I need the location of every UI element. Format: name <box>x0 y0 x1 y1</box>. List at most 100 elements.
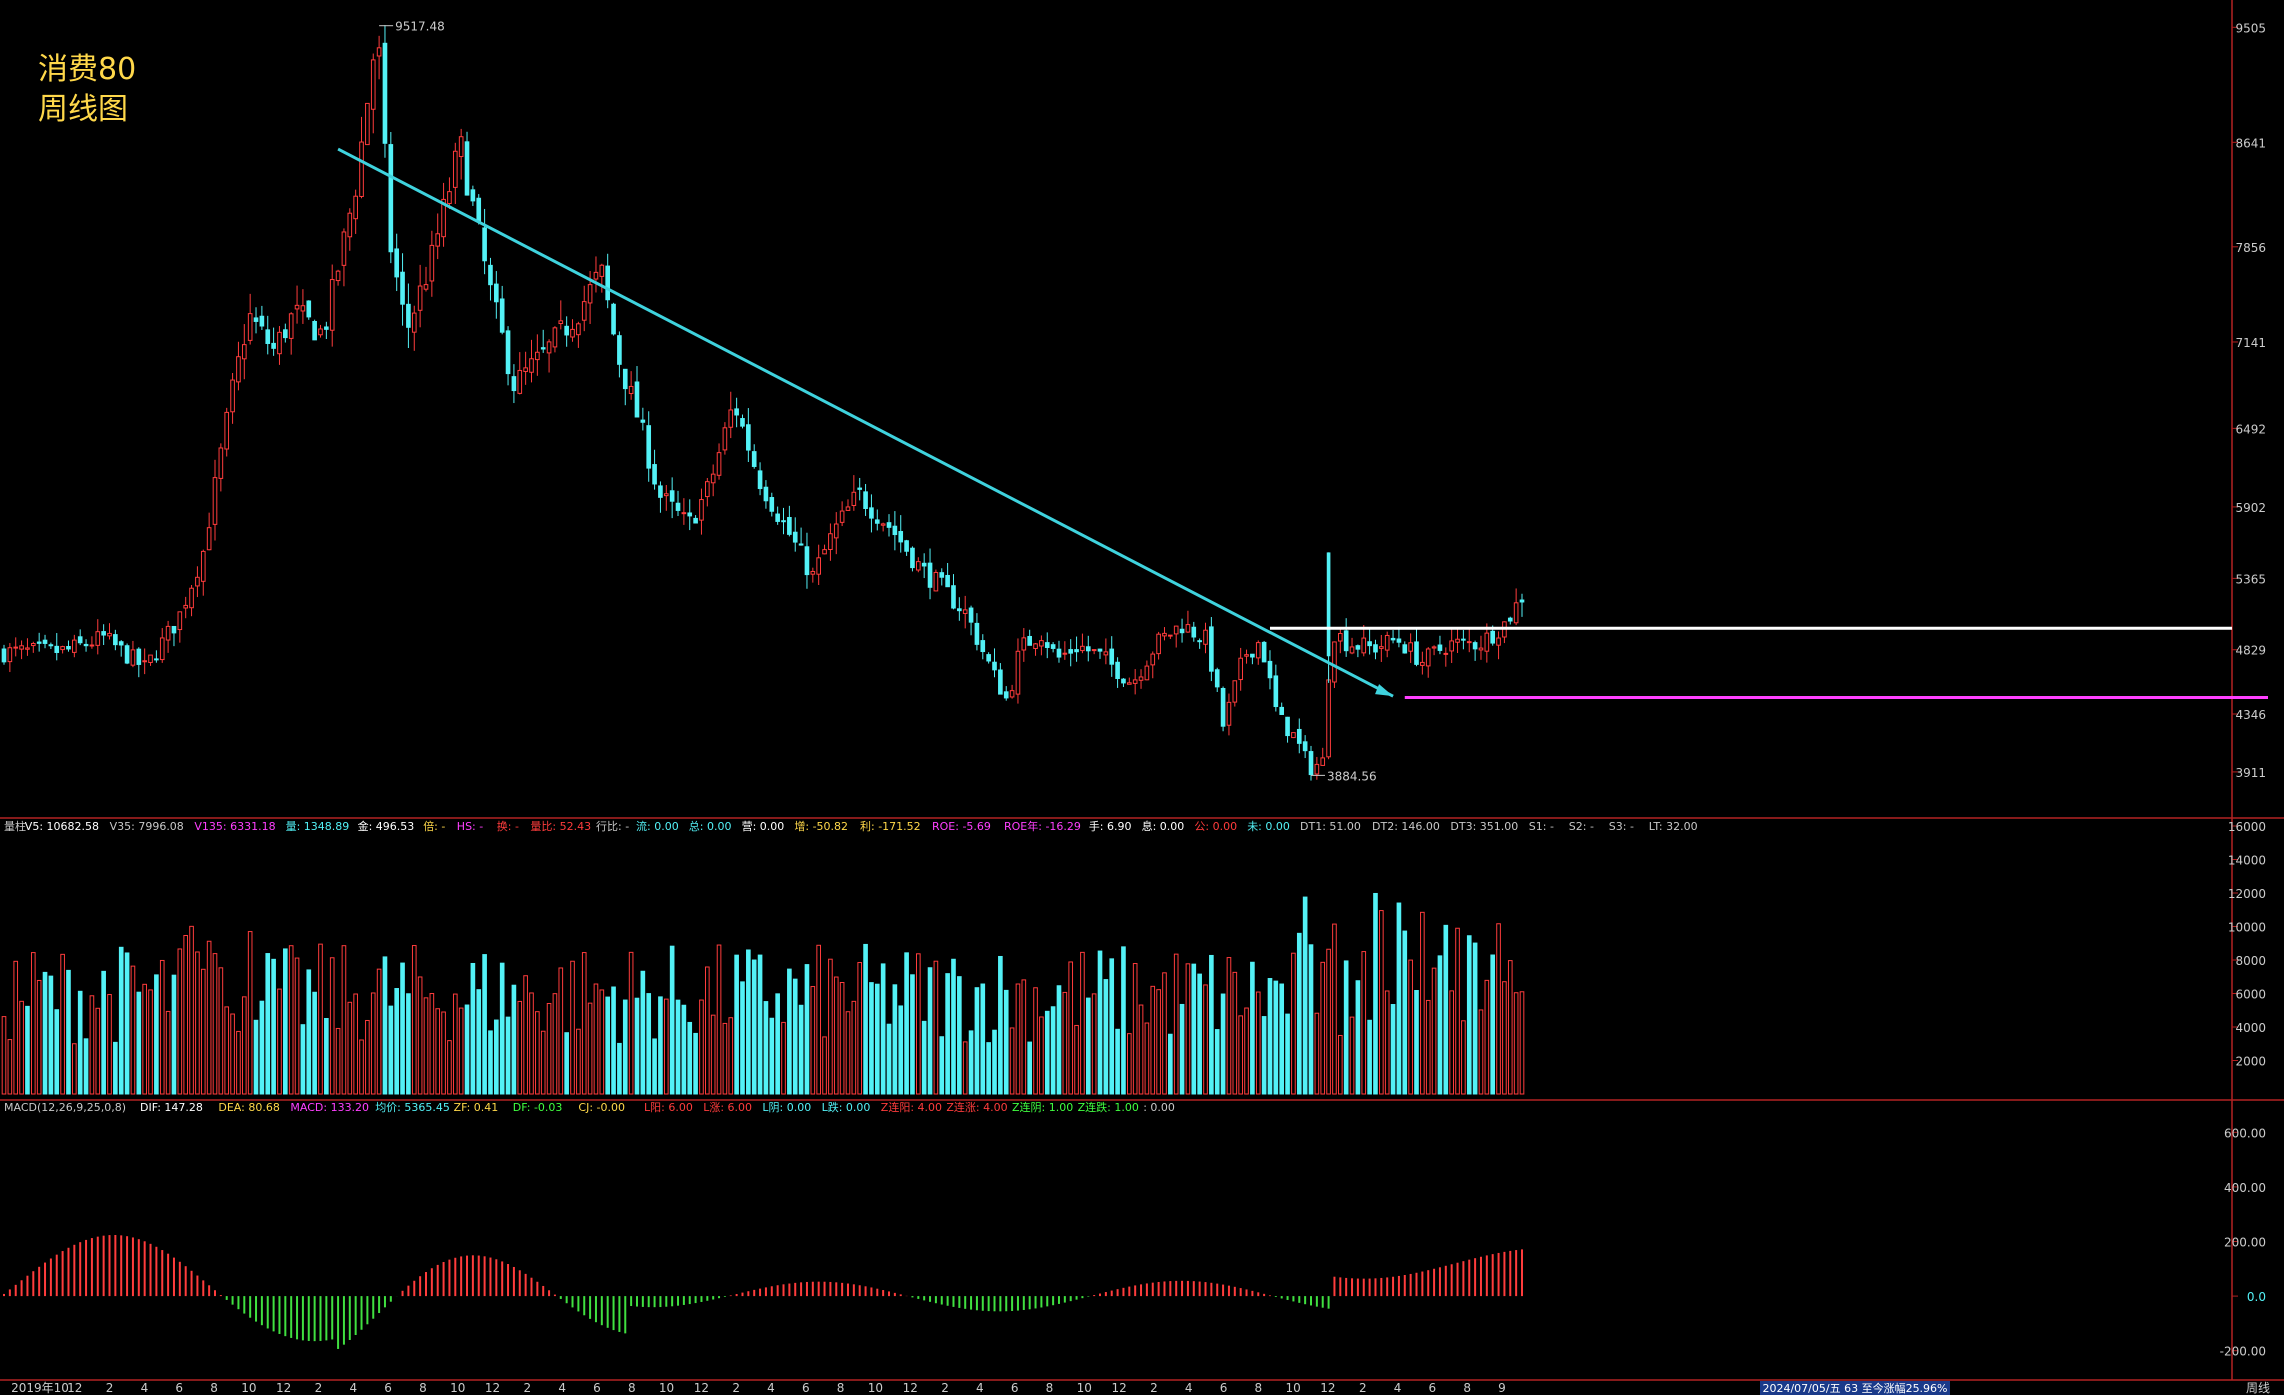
x-tick-label: 8 <box>1255 1381 1263 1395</box>
macd-bar <box>635 1296 638 1307</box>
macd-bar <box>448 1259 451 1297</box>
x-tick-label: 2 <box>1359 1381 1367 1395</box>
macd-bar <box>378 1296 381 1314</box>
macd-bar <box>1474 1258 1477 1297</box>
macd-bar <box>149 1243 152 1297</box>
macd-bar <box>852 1284 855 1297</box>
macd-bar <box>55 1254 58 1297</box>
candle-body <box>482 227 487 262</box>
macd-bar <box>137 1239 140 1297</box>
volume-bar <box>1267 978 1273 1095</box>
macd-bar <box>1169 1281 1172 1297</box>
volume-bar <box>1367 1019 1372 1095</box>
volume-bar <box>388 1005 394 1095</box>
macd-bar <box>1063 1296 1066 1303</box>
volume-bar <box>1502 981 1507 1095</box>
volume-bar <box>540 1030 546 1095</box>
volume-bar <box>699 999 704 1095</box>
macd-bar <box>600 1296 603 1326</box>
candle-body <box>376 47 382 57</box>
macd-bar <box>1099 1293 1102 1297</box>
volume-bar <box>312 991 317 1095</box>
candle-body <box>142 660 147 663</box>
price-tick-label: 9505 <box>2235 21 2266 35</box>
macd-bar <box>14 1284 17 1297</box>
volume-bar <box>95 1007 101 1095</box>
candle-body <box>622 368 628 390</box>
macd-bar <box>471 1255 474 1297</box>
candle-body <box>1244 654 1249 657</box>
volume-bar <box>1039 1016 1044 1095</box>
macd-bar <box>442 1262 445 1297</box>
macd-bar <box>524 1273 527 1297</box>
volume-bar <box>1343 960 1349 1095</box>
volume-bar <box>1443 924 1449 1095</box>
macd-bar <box>823 1281 826 1297</box>
macd-bar <box>606 1296 609 1328</box>
macd-bar <box>1403 1274 1406 1297</box>
macd-bar <box>876 1288 879 1297</box>
macd-header-item: MACD: 133.20 <box>290 1101 369 1114</box>
volume-bar <box>851 1000 857 1095</box>
candle-body <box>669 490 675 502</box>
macd-bar <box>1016 1296 1019 1311</box>
candle-body <box>1437 644 1443 651</box>
candle-body <box>810 570 816 575</box>
volume-header-item: 量比: 52.43 <box>530 820 591 833</box>
candle-body <box>60 646 65 651</box>
candle-body <box>1091 649 1097 652</box>
candle-body <box>1 648 7 663</box>
macd-bar <box>507 1264 510 1297</box>
volume-bar <box>552 993 558 1095</box>
price-tick-label: 5902 <box>2235 501 2266 515</box>
macd-bar <box>706 1296 709 1301</box>
candle-body <box>329 279 335 331</box>
macd-bar <box>999 1296 1002 1312</box>
volume-bar <box>77 990 83 1095</box>
candle-body <box>886 522 892 528</box>
volume-bar <box>236 1030 241 1095</box>
volume-bar <box>400 962 405 1095</box>
macd-bar <box>1075 1296 1078 1300</box>
candle-body <box>1337 633 1343 642</box>
candle-body <box>822 549 827 555</box>
candle-body <box>839 510 845 523</box>
macd-bar <box>1257 1292 1260 1297</box>
candle-body <box>1226 701 1232 726</box>
macd-bar <box>1321 1296 1324 1308</box>
macd-bar <box>260 1296 263 1326</box>
macd-bar <box>571 1296 574 1308</box>
volume-header-item: 量柱 <box>4 819 26 833</box>
macd-bar <box>688 1296 691 1305</box>
candle-body <box>775 513 780 522</box>
macd-bar <box>1421 1271 1424 1297</box>
volume-header-item: 利: -171.52 <box>860 820 921 833</box>
macd-bar <box>1040 1296 1043 1308</box>
volume-bar <box>452 993 458 1095</box>
macd-bar <box>172 1257 175 1297</box>
volume-bar <box>1238 1015 1243 1095</box>
volume-bar <box>189 925 194 1095</box>
macd-bar <box>893 1292 896 1297</box>
volume-header-item: V35: 7996.08 <box>110 820 184 833</box>
macd-header-item: L阳: 6.00 <box>644 1101 693 1114</box>
macd-bar <box>800 1282 803 1297</box>
macd-bar <box>61 1251 64 1297</box>
candle-body <box>118 641 124 646</box>
macd-bar <box>917 1296 920 1299</box>
volume-bar <box>1291 952 1296 1095</box>
volume-bar <box>628 951 634 1095</box>
macd-bar <box>501 1261 504 1297</box>
volume-bar <box>874 983 880 1095</box>
macd-bar <box>882 1290 885 1297</box>
volume-bar <box>212 953 218 1095</box>
candle-body <box>195 576 200 587</box>
candle-body <box>1449 640 1454 652</box>
macd-bar <box>155 1246 158 1297</box>
volume-header-item: DT1: 51.00 <box>1300 820 1361 833</box>
candle-body <box>1314 763 1320 775</box>
macd-bar <box>1087 1296 1090 1297</box>
macd-bar <box>1239 1288 1242 1297</box>
candle-body <box>863 491 868 509</box>
volume-bar <box>1425 999 1431 1095</box>
